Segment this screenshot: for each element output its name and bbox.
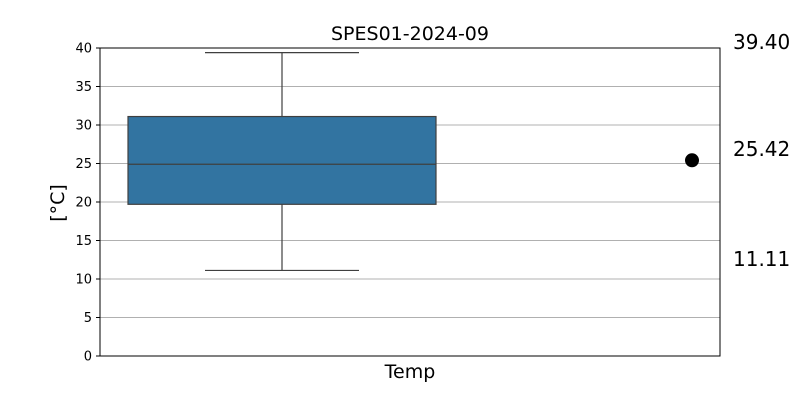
side-value-label: 25.42 (733, 137, 790, 161)
y-tick-label: 5 (84, 311, 92, 326)
chart-title: SPES01-2024-09 (331, 23, 489, 45)
side-value-label: 11.11 (733, 247, 790, 271)
iqr-box (127, 115, 437, 205)
y-tick-label: 10 (75, 273, 92, 288)
y-tick-label: 15 (75, 234, 92, 249)
y-axis-ticks: 0 5 10 15 20 25 30 35 40 (75, 42, 100, 365)
y-tick-label: 35 (75, 80, 92, 95)
y-tick-label: 40 (75, 42, 92, 57)
y-tick-label: 25 (75, 157, 92, 172)
side-value-label: 39.40 (733, 30, 790, 54)
y-tick-label: 30 (75, 119, 92, 134)
value-marker (685, 153, 699, 168)
y-tick-label: 20 (75, 196, 92, 211)
box-plot (127, 52, 437, 272)
y-axis-label: [°C] (47, 184, 69, 222)
y-tick-label: 0 (84, 350, 92, 365)
plot-frame (99, 47, 721, 357)
side-labels: 39.40 25.42 11.11 (733, 30, 790, 271)
x-axis-label: Temp (384, 361, 436, 383)
marker-group (685, 153, 699, 168)
